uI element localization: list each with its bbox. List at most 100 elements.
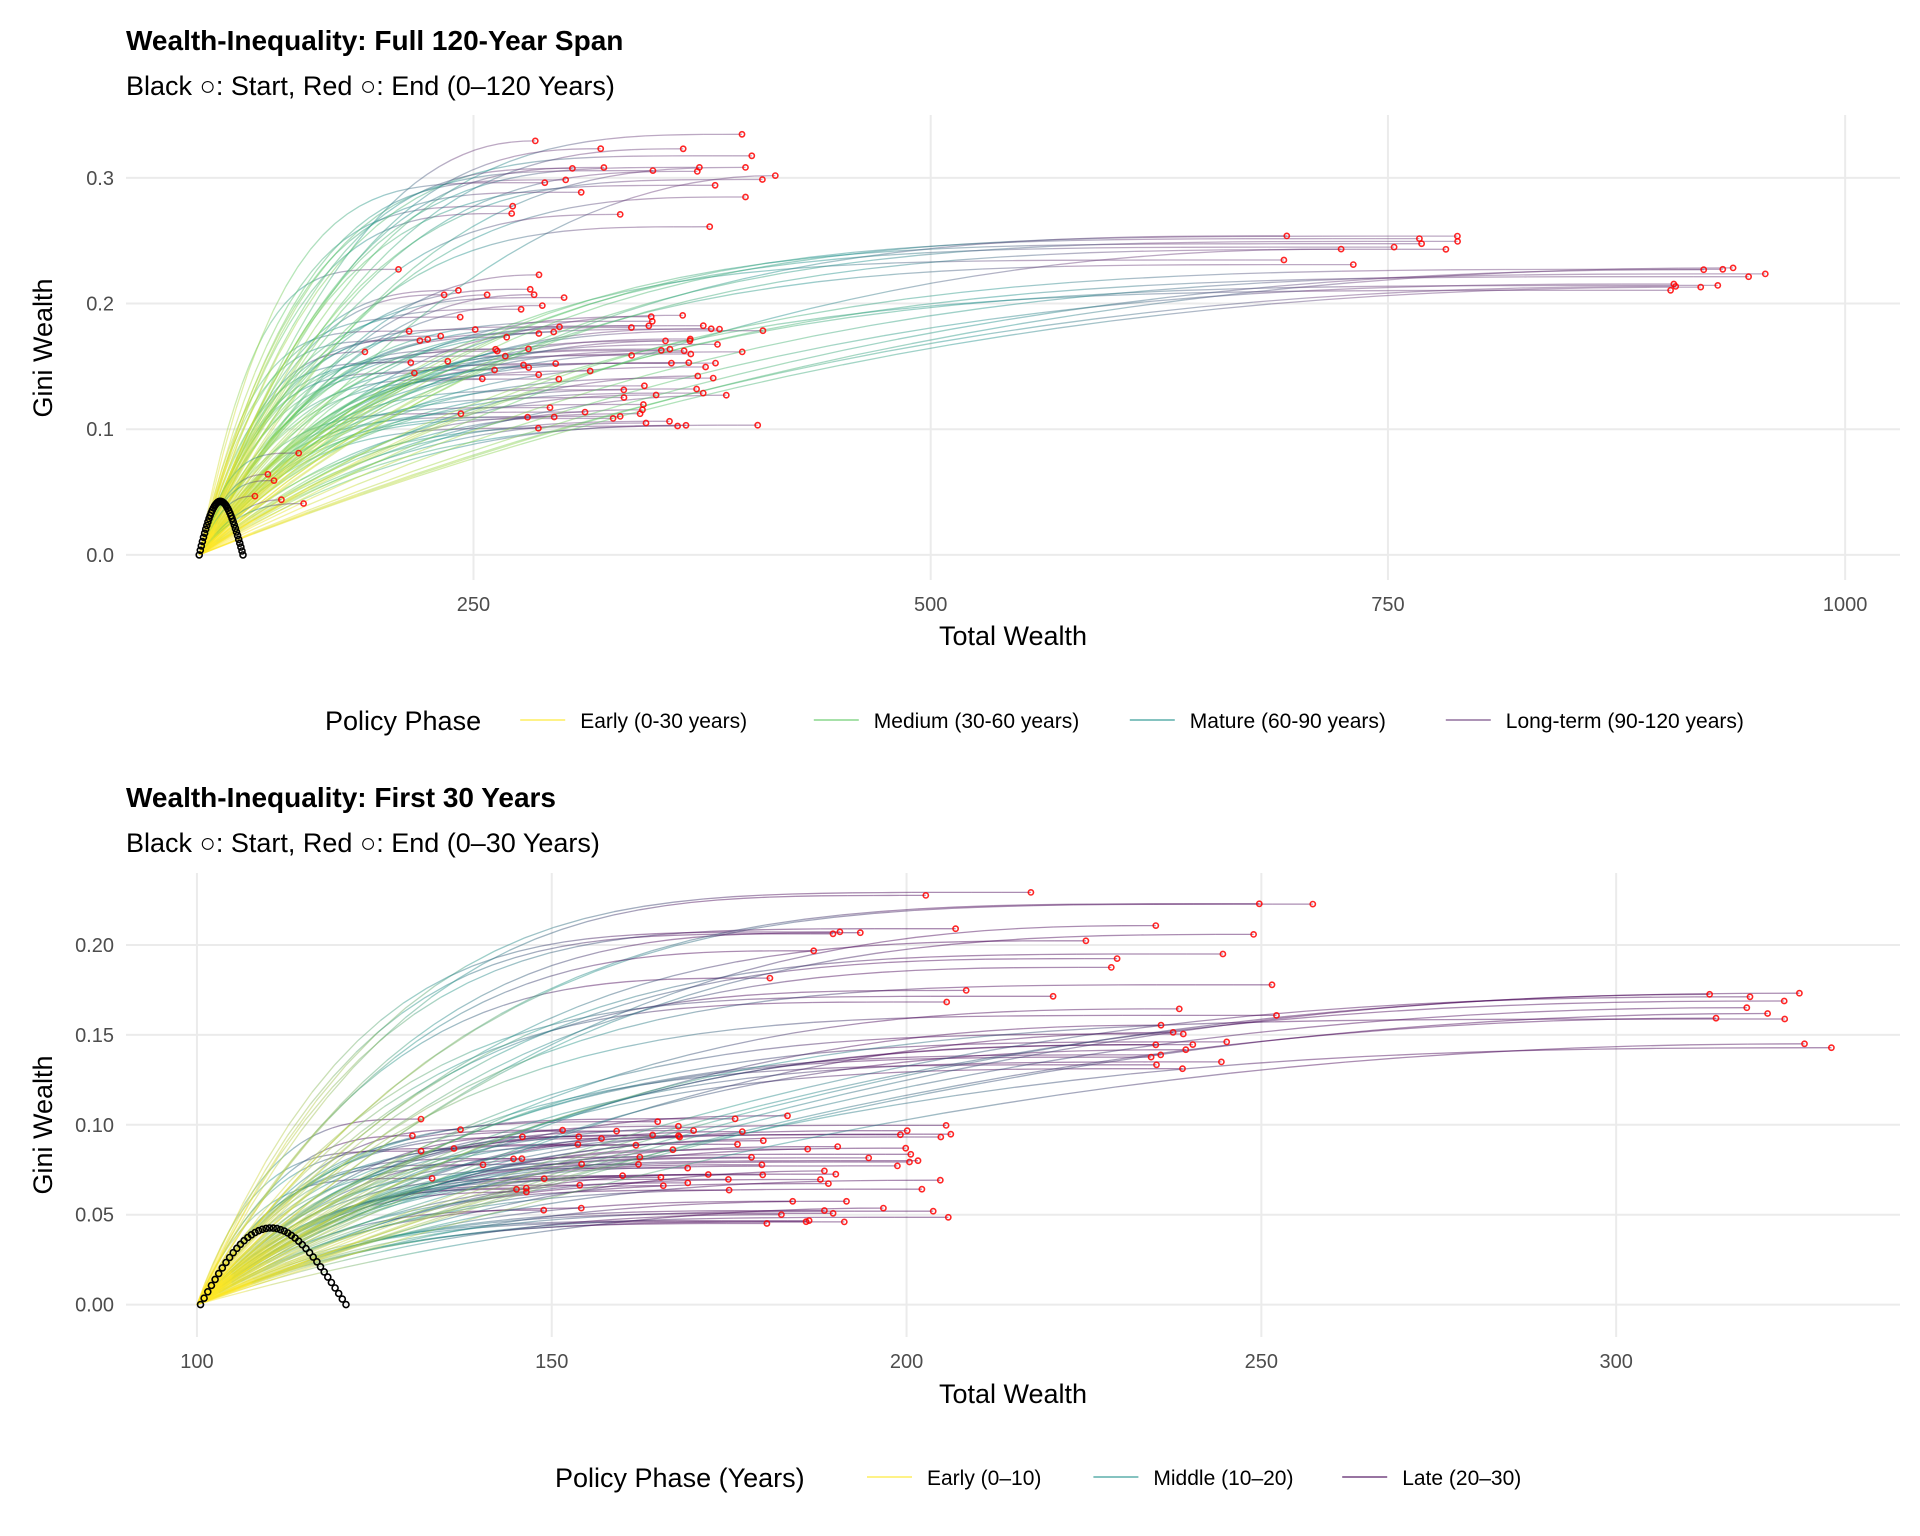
trajectory-segment (590, 380, 609, 384)
trajectory-segment (287, 357, 307, 385)
trajectory-segment (973, 292, 1030, 300)
trajectory-segment (867, 263, 912, 270)
trajectory-segment (299, 291, 312, 309)
trajectory-segment (243, 398, 253, 414)
trajectory-segment (546, 167, 561, 170)
trajectory-segment (438, 179, 453, 185)
legend-entry: Long-term (90-120 years) (1506, 710, 1744, 733)
end-marker (709, 374, 717, 382)
trajectory-segment (299, 271, 312, 288)
trajectory-segment (224, 467, 235, 488)
trajectory-segment (332, 357, 344, 368)
trajectory-segment (337, 375, 346, 378)
trajectory-segment (283, 409, 296, 421)
trajectory-segment (344, 231, 357, 240)
trajectory-segment (417, 264, 437, 276)
trajectory-segment (319, 307, 341, 333)
trajectory-segment (426, 166, 440, 175)
trajectory-segment (817, 276, 859, 283)
trajectory-segment (582, 341, 599, 344)
trajectory-segment (305, 360, 312, 366)
trajectory-segment (273, 358, 283, 367)
trajectory-segment (352, 339, 365, 350)
trajectory-segment (339, 426, 352, 431)
trajectory-segment (414, 305, 426, 311)
trajectory-segment (667, 167, 688, 171)
trajectory-segment (355, 239, 367, 249)
trajectory-segment (286, 364, 296, 377)
trajectory-segment (198, 534, 212, 556)
trajectory-segment (306, 383, 315, 388)
trajectory-segment (290, 288, 305, 311)
trajectory-segment (511, 216, 532, 225)
trajectory-segment (338, 401, 352, 413)
trajectory-segment (478, 333, 491, 336)
trajectory-segment (460, 207, 482, 217)
trajectory-segment (296, 366, 306, 375)
trajectory-segment (224, 473, 239, 499)
trajectory-segment (307, 376, 321, 392)
trajectory-segment (305, 376, 315, 383)
trajectory-segment (269, 457, 282, 468)
trajectory-segment (265, 344, 278, 368)
trajectory-segment (417, 310, 430, 314)
trajectory-segment (401, 222, 421, 235)
trajectory-segment (272, 351, 292, 384)
trajectory-segment (276, 394, 298, 424)
trajectory-segment (311, 358, 318, 362)
trajectory-segment (365, 299, 376, 305)
trajectory-segment (356, 339, 368, 345)
trajectory-segment (344, 341, 358, 354)
trajectory-segment (402, 182, 416, 194)
trajectory-segment (350, 424, 365, 431)
end-marker (586, 367, 594, 375)
trajectory-segment (330, 391, 341, 397)
trajectory-segment (216, 478, 236, 516)
legend: Policy Phase Early (0-30 years) Medium (30… (325, 706, 1744, 736)
trajectory-segment (459, 181, 475, 188)
trajectory-segment (434, 184, 449, 190)
trajectory-segment (309, 299, 329, 325)
trajectory-segment (481, 367, 494, 371)
trajectory-segment (342, 329, 356, 340)
trajectory-segment (273, 386, 290, 410)
trajectory-segment (358, 347, 372, 357)
trajectory-segment (341, 290, 360, 312)
trajectory-segment (329, 349, 339, 354)
trajectory-segment (347, 311, 357, 318)
trajectory-segment (241, 415, 258, 447)
trajectory-segment (941, 268, 983, 272)
trajectory-segment (548, 221, 570, 233)
trajectory-segment (342, 363, 351, 366)
trajectory-segment (359, 199, 373, 207)
trajectory-segment (304, 361, 314, 369)
trajectory-segment (305, 454, 324, 467)
trajectory-segment (294, 1272, 320, 1280)
trajectory-segment (390, 325, 403, 334)
trajectory-segment (364, 382, 378, 389)
trajectory-segment (440, 196, 459, 209)
trajectory-segment (412, 352, 423, 356)
trajectory-segment (396, 187, 410, 193)
trajectory-segment (304, 432, 318, 443)
trajectory-segment (342, 357, 356, 368)
trajectory-segment (254, 389, 265, 406)
trajectory-segment (393, 196, 411, 206)
trajectory-segment (221, 476, 231, 494)
trajectory-segment (327, 429, 341, 435)
trajectory-segment (370, 229, 387, 245)
trajectory-segment (232, 494, 250, 515)
trajectory-segment (336, 287, 356, 310)
trajectory-segment (325, 411, 339, 423)
trajectory-segment (234, 460, 248, 483)
trajectory-segment (368, 323, 382, 334)
trajectory-segment (380, 314, 394, 325)
trajectory-segment (423, 207, 435, 210)
trajectory-segment (407, 368, 420, 372)
trajectory-segment (233, 476, 247, 494)
trajectory-segment (1134, 249, 1179, 253)
trajectory-segment (320, 449, 333, 456)
trajectory-segment (532, 344, 549, 348)
trajectory-segment (417, 295, 431, 303)
trajectory-segment (287, 386, 298, 395)
